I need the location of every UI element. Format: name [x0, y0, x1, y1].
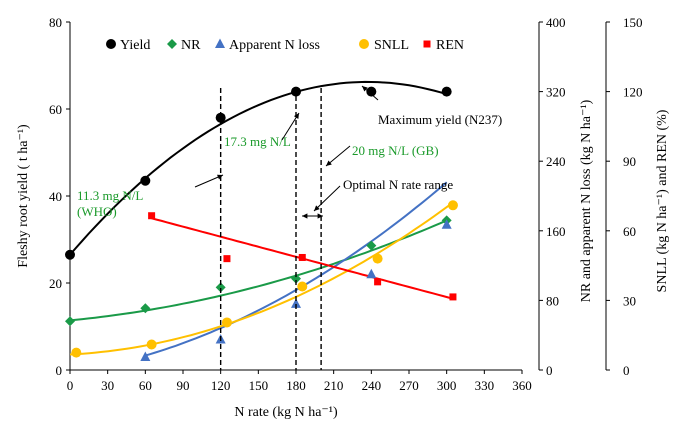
point-nr: [140, 303, 151, 314]
legend-marker: [167, 39, 177, 49]
point-snll: [372, 253, 383, 264]
y-right2-tick-label: 60: [623, 224, 636, 239]
arrow-max-yield-head: [362, 86, 368, 92]
point-apparent-n-loss: [291, 298, 301, 308]
arrow-opt-right-head: [317, 213, 323, 219]
point-yield: [215, 112, 226, 123]
legend-label: Apparent N loss: [229, 38, 320, 53]
x-tick-label: 30: [101, 378, 114, 393]
legend-label: Yield: [120, 38, 150, 53]
y-right1-tick-label: 80: [546, 293, 559, 308]
y-right1-tick-label: 320: [546, 85, 566, 100]
fit-curve-nr: [69, 219, 448, 322]
point-nr: [366, 240, 377, 251]
annotation-who-label: (WHO): [77, 204, 117, 219]
x-tick-label: 180: [286, 378, 306, 393]
legend-marker: [106, 39, 116, 49]
y-left-axis-label: Fleshy root yield ( t ha⁻¹): [16, 124, 31, 268]
x-tick-label: 210: [324, 378, 344, 393]
point-ren: [449, 293, 457, 301]
y-left-tick-label: 80: [49, 15, 62, 30]
annotation-gb: 20 mg N/L (GB): [352, 143, 439, 158]
y-left-tick-label: 40: [49, 189, 62, 204]
legend-label: REN: [436, 38, 464, 53]
x-tick-label: 150: [249, 378, 269, 393]
y-right2-tick-label: 0: [623, 363, 630, 378]
arrow-optimal: [313, 185, 341, 212]
annotation-max-yield: Maximum yield (N237): [378, 112, 502, 127]
y-right1-tick-label: 0: [546, 363, 553, 378]
x-tick-label: 360: [512, 378, 532, 393]
y-right2-axis-label: SNLL (kg N ha⁻¹) and REN (%): [655, 109, 670, 292]
point-apparent-n-loss: [366, 268, 377, 279]
legend: Yield NR Apparent N loss SNLL REN: [106, 38, 464, 53]
annotation-17-3: 17.3 mg N/L: [224, 134, 291, 149]
legend-marker: [423, 40, 431, 48]
point-snll: [146, 339, 157, 350]
x-axis-label: N rate (kg N ha⁻¹): [234, 405, 338, 420]
y-right1-tick-label: 160: [546, 224, 566, 239]
x-tick-label: 0: [67, 378, 74, 393]
point-apparent-n-loss: [140, 351, 151, 361]
annotations: 11.3 mg N/L(WHO) 17.3 mg N/L 20 mg N/L (GB…: [77, 85, 502, 370]
x-tick-label: 120: [211, 378, 231, 393]
x-tick-label: 330: [475, 378, 495, 393]
y-right2-tick-label: 150: [623, 15, 643, 30]
axis-labels: N rate (kg N ha⁻¹) Fleshy root yield ( t …: [16, 99, 670, 420]
point-yield: [366, 86, 377, 97]
axes: 0 30 60 90 120 150 180 210 240 270 300 330 360020406…: [49, 15, 643, 393]
x-tick-label: 90: [177, 378, 190, 393]
y-right1-axis-label: NR and apparent N loss (kg N ha⁻¹): [579, 99, 594, 302]
arrow-opt-left-head: [302, 213, 308, 219]
arrow-optimal-head: [314, 205, 320, 211]
y-right1-tick-label: 240: [546, 154, 566, 169]
y-right2-tick-label: 120: [623, 85, 643, 100]
arrow-who-head: [217, 174, 223, 180]
fit-curve-snll: [69, 201, 454, 356]
fit-curve-yield: [69, 80, 447, 256]
point-snll: [297, 281, 308, 292]
point-yield: [65, 249, 75, 260]
y-right1-tick-label: 400: [546, 15, 566, 30]
y-right2-tick-label: 30: [623, 293, 636, 308]
point-nr: [215, 282, 226, 293]
y-left-tick-label: 60: [49, 102, 62, 117]
x-tick-label: 60: [139, 378, 152, 393]
y-left-tick-label: 0: [56, 363, 63, 378]
annotation-who: 11.3 mg N/L: [77, 188, 143, 203]
x-tick-label: 240: [362, 378, 382, 393]
point-snll: [71, 347, 82, 358]
point-nr: [65, 316, 75, 327]
point-apparent-n-loss: [441, 219, 452, 229]
annotation-optimal-range: Optimal N rate range: [343, 177, 453, 192]
point-ren: [148, 212, 156, 220]
point-yield: [441, 86, 452, 97]
x-tick-label: 270: [399, 378, 419, 393]
legend-label: SNLL: [374, 38, 409, 53]
arrow-gb-head: [326, 160, 332, 166]
point-ren: [298, 253, 306, 261]
point-ren: [374, 278, 382, 286]
y-right2-tick-label: 90: [623, 154, 636, 169]
legend-marker: [215, 38, 225, 48]
point-snll: [447, 200, 458, 211]
point-nr: [291, 273, 301, 284]
point-yield: [140, 175, 151, 186]
y-left-tick-label: 20: [49, 276, 62, 291]
legend-label: NR: [181, 38, 201, 53]
point-ren: [223, 255, 231, 263]
arrow-17-3-head: [293, 113, 299, 119]
point-snll: [221, 317, 232, 328]
data-points: [65, 86, 458, 361]
legend-marker: [359, 39, 369, 49]
x-tick-label: 300: [437, 378, 457, 393]
